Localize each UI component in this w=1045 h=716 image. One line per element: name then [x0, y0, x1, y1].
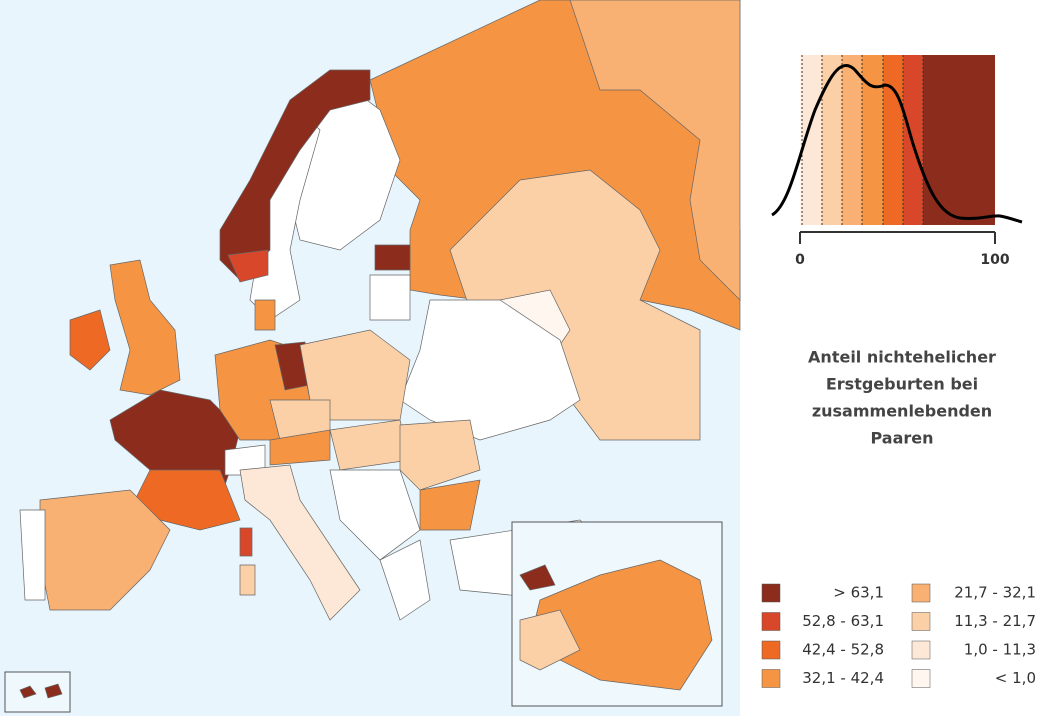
legend-label: 21,7 - 32,1 [954, 584, 1036, 602]
legend-swatch [761, 583, 781, 603]
legend-swatch [761, 640, 781, 660]
density-plot [771, 55, 1023, 233]
legend-label: 32,1 - 42,4 [802, 669, 884, 687]
legend-swatch [911, 612, 931, 631]
legend-swatch [911, 640, 931, 660]
legend-swatch [761, 612, 781, 631]
legend-title: Paaren [870, 429, 933, 448]
legend-label: 1,0 - 11,3 [964, 641, 1036, 659]
legend-swatch [761, 669, 781, 688]
land [19, 0, 741, 621]
legend-swatch [911, 669, 931, 688]
legend-label: 11,3 - 21,7 [954, 612, 1036, 630]
legend-title: zusammenlebenden [812, 402, 992, 421]
legend-label: > 63,1 [833, 584, 884, 602]
legend-label: 42,4 - 52,8 [802, 641, 884, 659]
legend-label: < 1,0 [995, 669, 1036, 687]
legend-label: 52,8 - 63,1 [802, 612, 884, 630]
tick-label: 100 [980, 252, 1009, 268]
tick-label: 0 [795, 252, 805, 268]
legend-swatch [911, 583, 931, 603]
legend-title: Erstgeburten bei [826, 375, 978, 394]
legend-title: Anteil nichtehelicher [808, 348, 996, 367]
